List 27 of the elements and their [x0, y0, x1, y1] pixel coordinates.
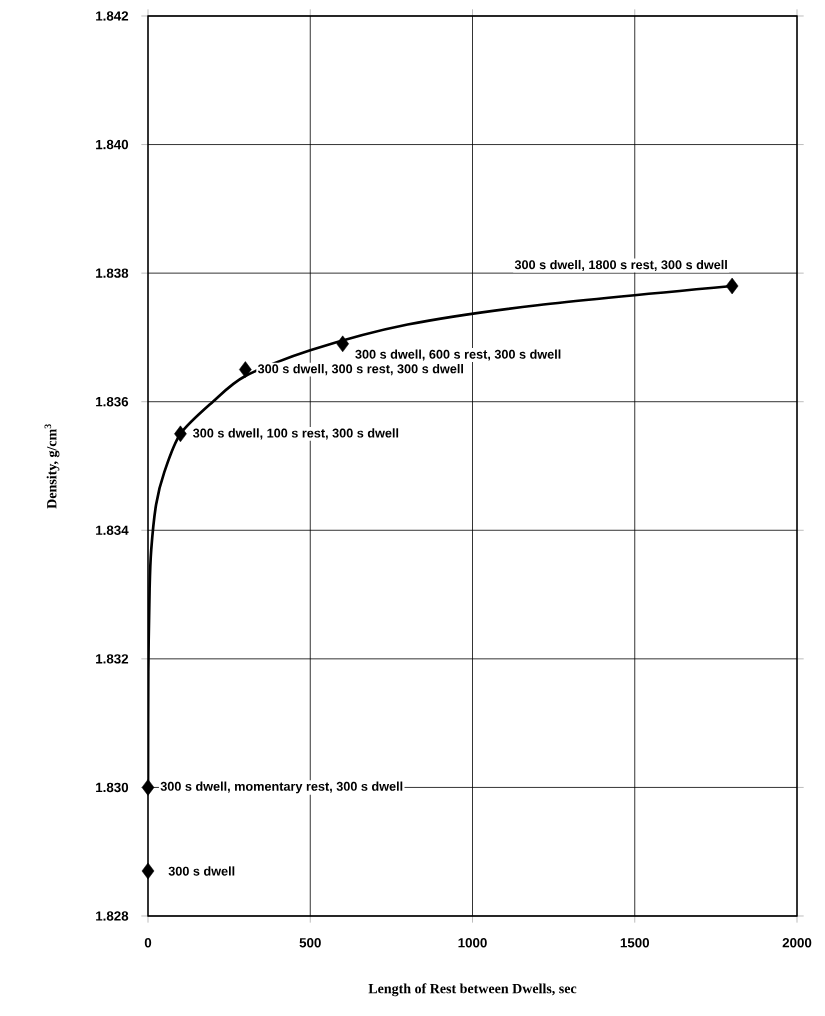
- x-tick-label: 0: [144, 938, 152, 948]
- annotation: 300 s dwell, momentary rest, 300 s dwell: [160, 781, 403, 794]
- x-tick-label: 2000: [782, 938, 812, 948]
- annotation: 300 s dwell: [168, 866, 235, 876]
- point: [174, 425, 187, 443]
- x-axis-title: Length of Rest between Dwells, sec: [368, 983, 577, 997]
- annotation: 300 s dwell, 600 s rest, 300 s dwell: [355, 349, 561, 361]
- y-axis-title: Density, g/cm$^{3}$: [44, 424, 60, 509]
- annotation: 300 s dwell, 1800 s rest, 300 s dwell: [514, 259, 727, 272]
- x-tick-label: 1500: [620, 938, 650, 948]
- y-tick-label: 1.838: [96, 268, 129, 278]
- point: [141, 779, 155, 796]
- point: [725, 277, 739, 295]
- y-tick-label: 1.832: [96, 654, 129, 664]
- point: [141, 862, 155, 880]
- y-tick-label: 1.842: [96, 11, 129, 21]
- annotation: 300 s dwell, 100 s rest, 300 s dwell: [193, 428, 399, 440]
- y-tick-label: 1.834: [96, 525, 129, 536]
- point: [336, 335, 349, 353]
- y-tick-label: 1.836: [96, 396, 129, 407]
- annotation: 300 s dwell, 300 s rest, 300 s dwell: [257, 363, 463, 376]
- x-tick-label: 1000: [458, 938, 487, 948]
- y-tick-label: 1.840: [96, 139, 129, 150]
- y-tick-label: 1.830: [96, 782, 129, 793]
- y-tick-label: 1.828: [96, 911, 129, 921]
- point: [239, 361, 252, 378]
- x-tick-label: 500: [299, 938, 321, 948]
